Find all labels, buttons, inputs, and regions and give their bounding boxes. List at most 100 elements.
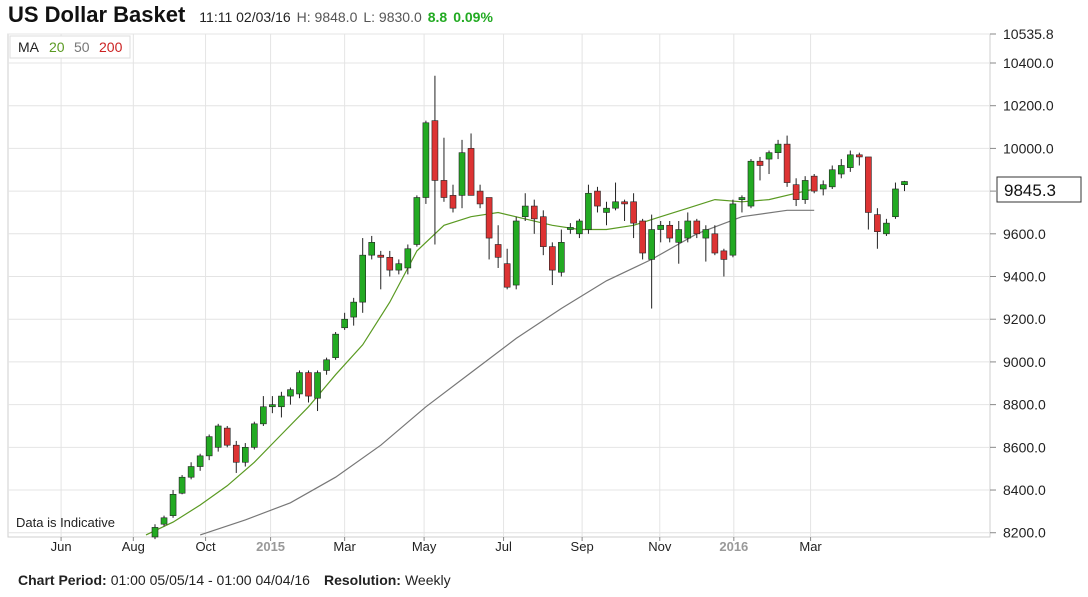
chart-footer: Chart Period: 01:00 05/05/14 - 01:00 04/0… (18, 572, 451, 588)
candle-body (485, 197, 493, 239)
candle (603, 201, 610, 226)
candle (702, 225, 710, 262)
candle-body (594, 190, 601, 207)
x-tick-label: Sep (571, 539, 594, 554)
candle (287, 387, 294, 405)
candle (494, 225, 502, 268)
candle (440, 137, 448, 202)
candle-body (151, 527, 159, 538)
candle-body (386, 256, 394, 271)
candle-body (269, 404, 276, 408)
candle-body (865, 156, 872, 213)
candle (521, 193, 529, 221)
candle (169, 490, 177, 518)
candle (567, 223, 574, 234)
x-tick-label: Mar (333, 539, 356, 554)
candle-body (856, 154, 863, 158)
ma-legend-50: 50 (74, 39, 90, 55)
candle (621, 199, 628, 221)
ma-legend-200: 200 (99, 39, 123, 55)
candle (901, 180, 908, 192)
candle (539, 210, 547, 256)
candle-body (278, 395, 285, 408)
candle-body (693, 220, 701, 235)
candle (630, 193, 637, 239)
candle-body (549, 246, 556, 271)
y-tick-label: 9000.0 (1003, 354, 1046, 370)
candle (205, 434, 213, 461)
candle-body (828, 169, 836, 188)
candle (232, 440, 240, 473)
candle-body (377, 254, 385, 258)
candle-body (422, 122, 430, 198)
candle-body (458, 152, 466, 196)
candle (720, 248, 728, 277)
candle (756, 156, 764, 181)
candle-body (810, 175, 818, 192)
y-axis: 8200.0 8400.0 8600.0 8800.0 9000.0 9200.0 9400… (990, 26, 1054, 541)
candle-body (494, 244, 502, 258)
chart-period-label: Chart Period: (18, 572, 107, 588)
candle (666, 220, 674, 243)
candle (458, 139, 466, 209)
candle (558, 229, 565, 277)
ma-50-line (200, 209, 815, 536)
candle (476, 184, 484, 209)
candle (485, 197, 493, 260)
candle (314, 370, 321, 412)
y-tick-label: 8200.0 (1003, 525, 1046, 541)
candle (675, 220, 683, 264)
candle (828, 165, 836, 189)
session-low: L: 9830.0 (363, 9, 422, 25)
candle (648, 214, 655, 309)
x-tick-label: Jul (495, 539, 512, 554)
resolution-label: Resolution: (323, 572, 401, 588)
y-tick-label: 8600.0 (1003, 439, 1046, 455)
candle-body (341, 318, 348, 329)
candle (639, 218, 646, 260)
candle-body (205, 436, 213, 457)
last-price-label: 9845.3 (1004, 181, 1056, 200)
candle (847, 150, 854, 172)
candle-body (630, 201, 637, 224)
candle (278, 391, 285, 418)
instrument-title: US Dollar Basket (8, 2, 186, 27)
ma-legend-20: 20 (49, 39, 65, 55)
candle (585, 184, 592, 234)
candle (386, 250, 394, 277)
candle-body (314, 372, 321, 399)
candle (657, 220, 664, 243)
candle (332, 332, 339, 360)
candle-body (251, 423, 258, 448)
x-tick-label: May (412, 539, 437, 554)
price-change: 8.8 (427, 9, 448, 25)
candle (729, 199, 737, 258)
candle (810, 174, 818, 194)
candle-body (413, 197, 421, 245)
x-tick-label: Oct (195, 539, 216, 554)
candle (305, 370, 312, 403)
last-price-marker: 9845.3 (996, 176, 1082, 203)
candle (160, 515, 168, 527)
candle-body (837, 165, 845, 175)
moving-averages (145, 188, 815, 536)
candle-body (214, 425, 222, 448)
candle-body (874, 214, 881, 232)
candle-body (196, 455, 204, 467)
candle-body (666, 224, 674, 239)
data-indicative-note: Data is Indicative (16, 515, 115, 530)
candle (359, 238, 366, 313)
candle (874, 208, 881, 249)
candle (251, 421, 258, 450)
candle-body (395, 263, 403, 271)
grid-lines (8, 33, 990, 537)
chart-period-value: 01:00 05/05/14 - 01:00 04/04/16 (110, 572, 310, 588)
candle-body (332, 333, 339, 358)
candle-body (242, 447, 249, 463)
candle-body (702, 229, 710, 239)
candle (341, 312, 348, 330)
candle (260, 396, 267, 426)
candle-body (296, 372, 303, 395)
candle (792, 178, 800, 207)
